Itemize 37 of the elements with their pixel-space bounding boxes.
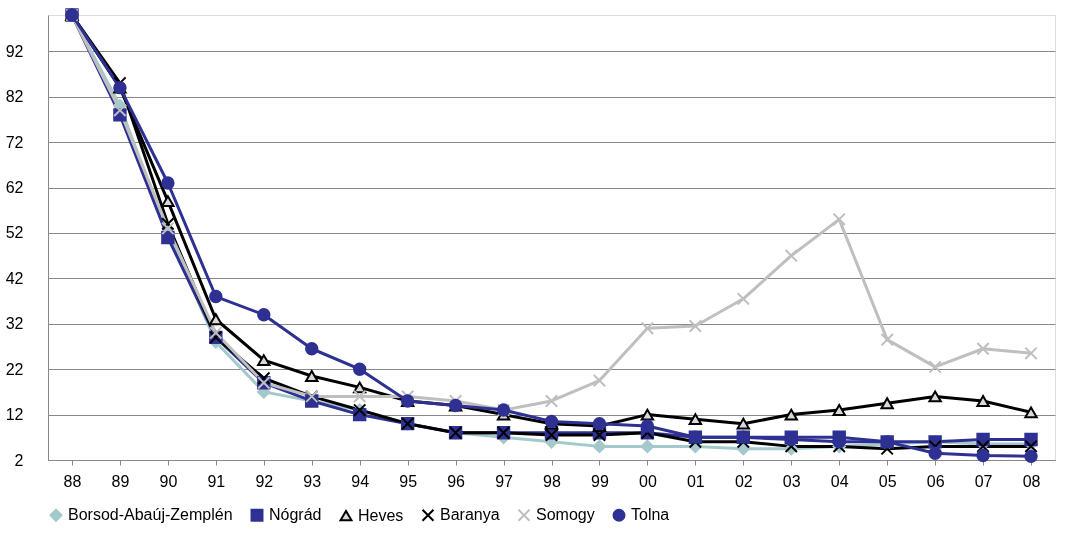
legend-label: Heves (358, 506, 404, 524)
legend-label: Baranya (440, 506, 500, 524)
y-tick-label: 52 (5, 224, 24, 242)
x-tick-label: 89 (111, 472, 130, 490)
y-tick-label: 12 (5, 406, 24, 424)
x-tick-label: 93 (303, 472, 322, 490)
x-tick-label: 92 (255, 472, 274, 490)
x-tick-label: 01 (686, 472, 705, 490)
y-tick-label: 82 (5, 88, 24, 106)
x-tick-label: 97 (495, 472, 514, 490)
x-tick-label: 99 (591, 472, 609, 490)
y-tick-label: 62 (5, 179, 24, 197)
x-tick-label: 06 (926, 472, 945, 490)
x-tick-label: 05 (878, 472, 897, 490)
x-tick-label: 94 (351, 472, 370, 490)
legend-label: Somogy (536, 506, 595, 524)
y-tick-label: 22 (5, 360, 24, 378)
x-tick-label: 00 (639, 472, 657, 490)
x-tick-label: 08 (1022, 472, 1041, 490)
x-tick-label: 07 (974, 472, 993, 490)
x-tick-label: 96 (447, 472, 466, 490)
x-tick-label: 95 (399, 472, 418, 490)
legend-label: Tolna (631, 506, 670, 524)
x-tick-label: 03 (782, 472, 801, 490)
y-tick-label: 2 (14, 451, 24, 469)
y-tick-label: 72 (5, 133, 24, 151)
x-tick-label: 88 (63, 472, 82, 490)
y-tick-label: 42 (5, 269, 24, 287)
x-tick-label: 04 (830, 472, 849, 490)
legend-label: Nógrád (269, 506, 322, 524)
y-tick-label: 32 (5, 315, 24, 333)
x-tick-label: 02 (734, 472, 753, 490)
x-tick-label: 91 (207, 472, 226, 490)
x-tick-label: 90 (159, 472, 178, 490)
x-tick-label: 98 (543, 472, 561, 490)
y-tick-label: 92 (5, 42, 24, 60)
legend-label: Borsod-Abaúj-Zemplén (68, 506, 233, 524)
